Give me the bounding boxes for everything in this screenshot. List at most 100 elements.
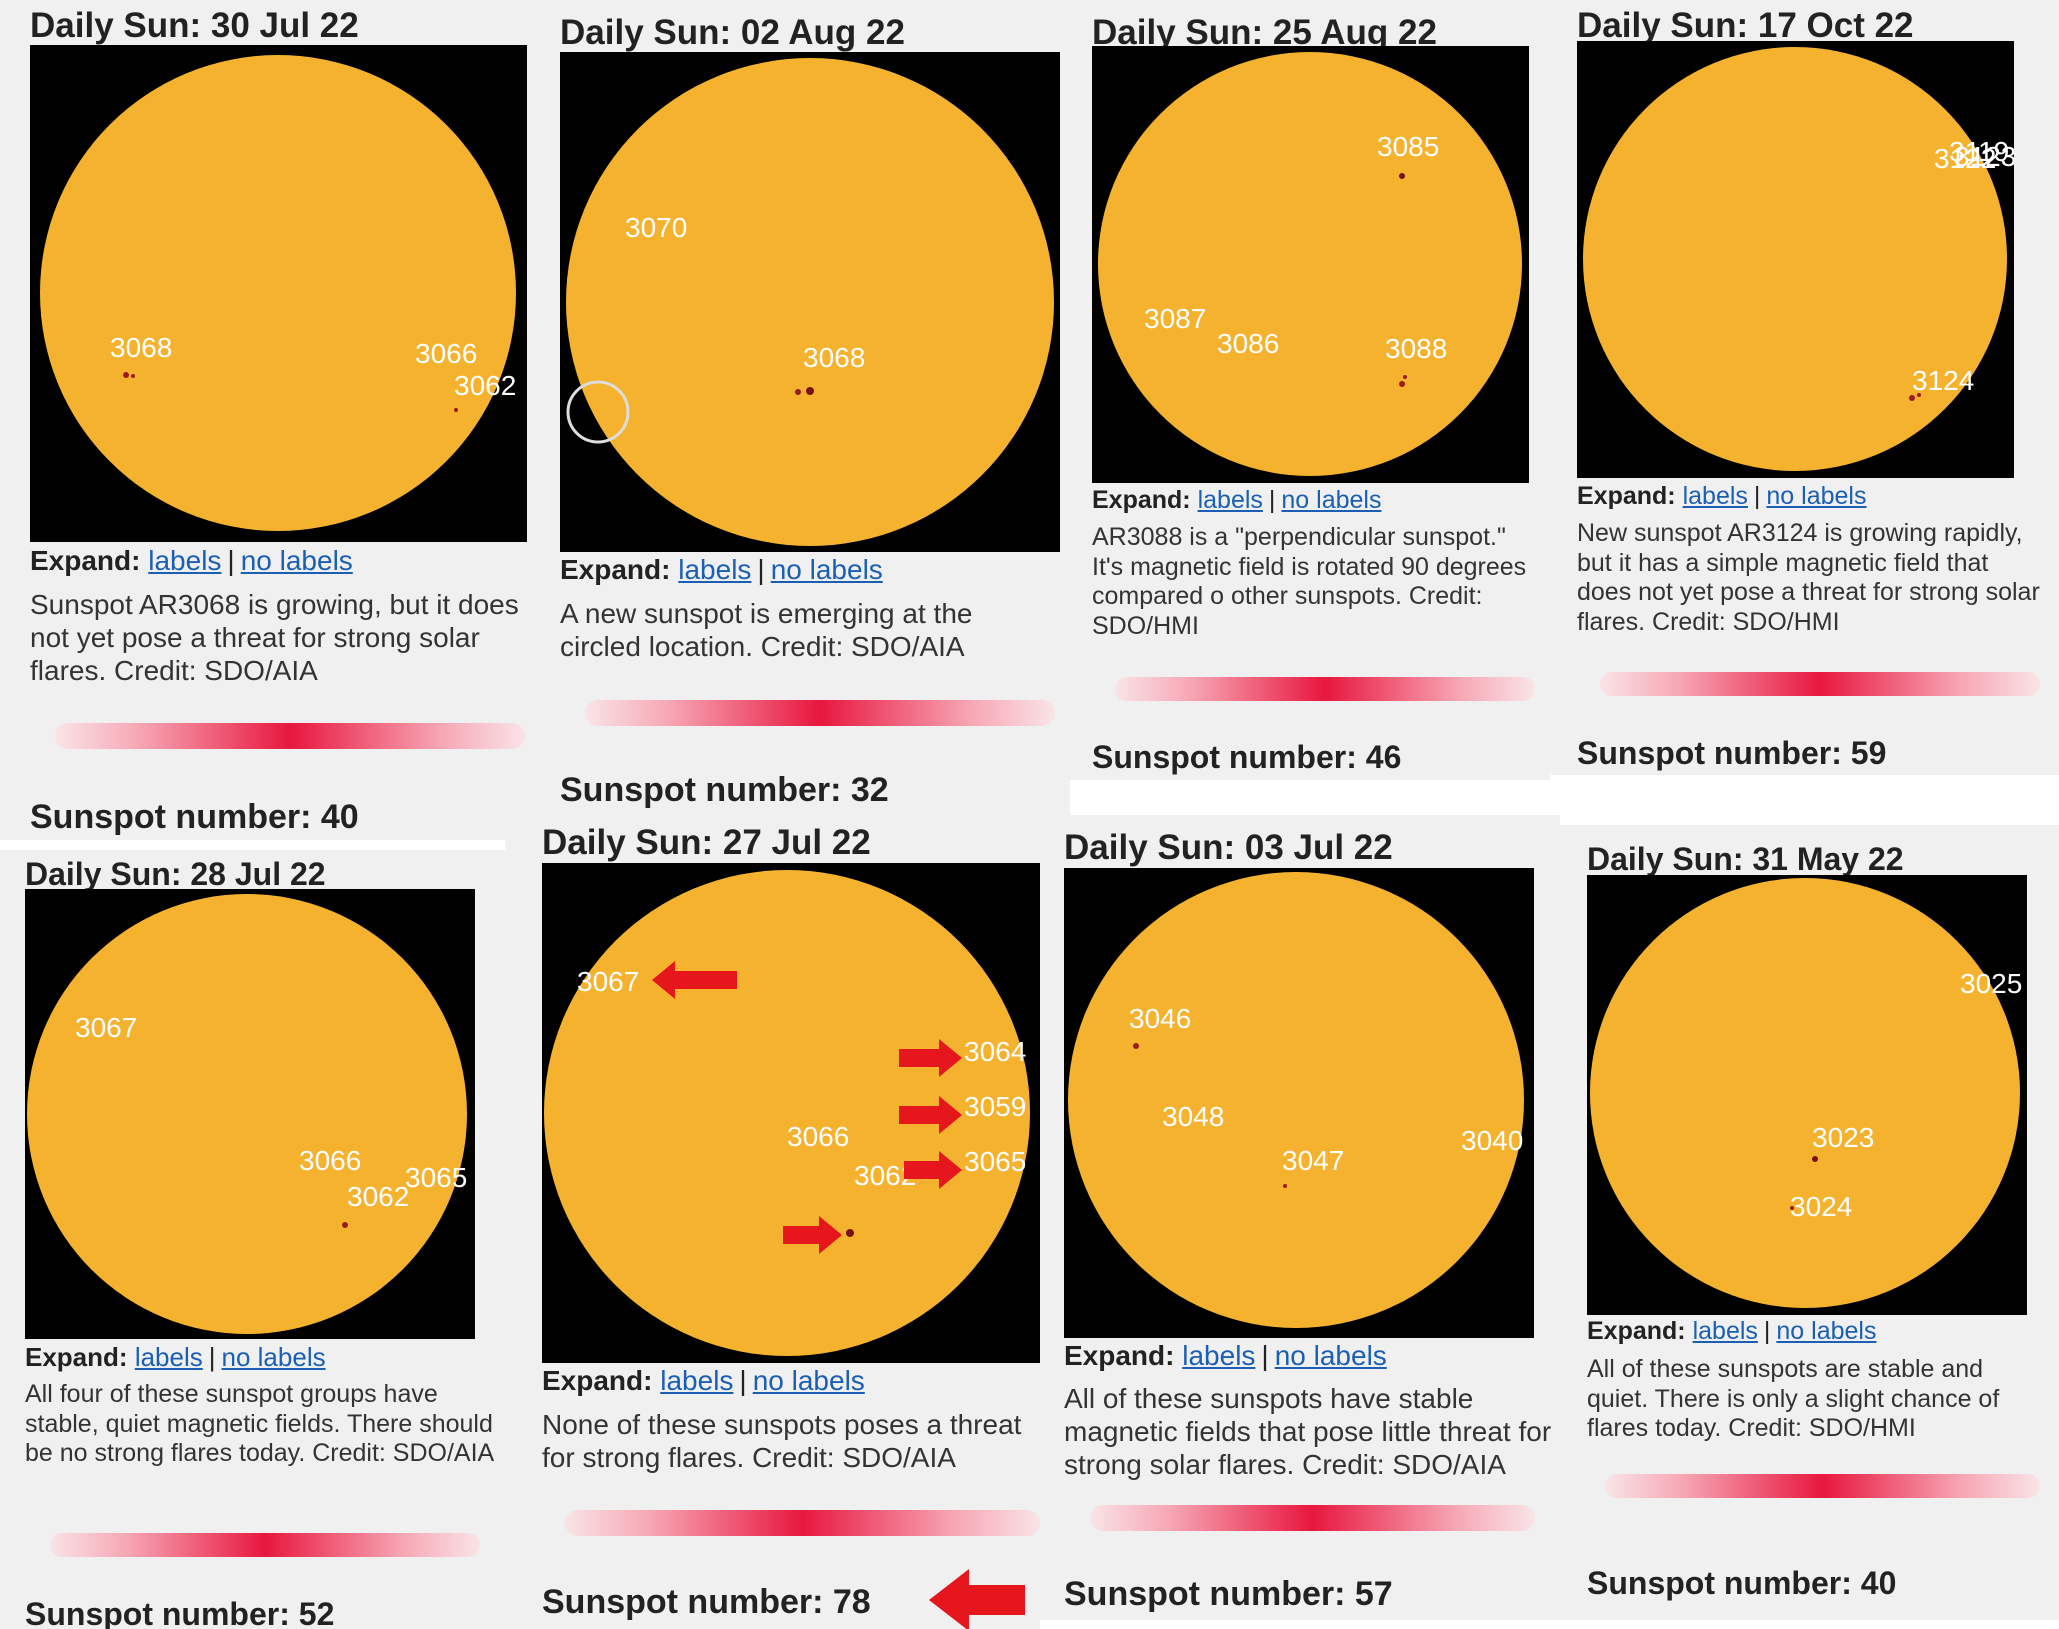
no-labels-link[interactable]: no labels [770, 554, 883, 585]
sun-image[interactable]: 3119 3122 3123 3124 [1577, 41, 2014, 478]
sunspot-label: 3066 [787, 1121, 849, 1152]
sunspot-label: 3088 [1385, 333, 1447, 364]
sunspot-number: Sunspot number: 46 [1092, 739, 1402, 775]
expand-links: Expand: labels | no labels [1092, 488, 1381, 513]
panel-title: Daily Sun: 28 Jul 22 [25, 856, 326, 892]
divider-bar [585, 700, 1055, 726]
sunspot-label: 3062 [347, 1181, 409, 1212]
separator: | [757, 554, 765, 585]
sunspot-label: 3040 [1461, 1125, 1523, 1156]
separator: | [1268, 486, 1276, 514]
panel-title: Daily Sun: 03 Jul 22 [1064, 828, 1393, 867]
panel-title: Daily Sun: 31 May 22 [1587, 841, 1904, 877]
sunspot-label: 3064 [964, 1036, 1026, 1067]
no-labels-link[interactable]: no labels [1281, 486, 1382, 514]
sunspot-label: 3067 [75, 1012, 137, 1043]
expand-label: Expand: [1587, 1317, 1686, 1345]
expand-label: Expand: [542, 1365, 653, 1396]
no-labels-link[interactable]: no labels [752, 1365, 865, 1396]
sunspot-label: 3068 [110, 332, 172, 363]
sunspot-label: 3023 [1812, 1122, 1874, 1153]
labels-link[interactable]: labels [1682, 482, 1748, 510]
no-labels-link[interactable]: no labels [1766, 482, 1867, 510]
caption: None of these sunspots poses a threat fo… [542, 1409, 1022, 1474]
separator: | [1753, 482, 1761, 510]
expand-links: Expand: labels | no labels [1577, 484, 1866, 509]
separator: | [1763, 1317, 1771, 1345]
panel-28-jul-22: Daily Sun: 28 Jul 22 3067 3066 3062 3065… [0, 850, 505, 1629]
sunspot-label: 3070 [625, 212, 687, 243]
sunspot-label: 3048 [1162, 1101, 1224, 1132]
expand-label: Expand: [1577, 482, 1676, 510]
divider-bar [565, 1510, 1040, 1536]
labels-link[interactable]: labels [148, 545, 222, 576]
panel-title: Daily Sun: 17 Oct 22 [1577, 6, 1914, 45]
labels-link[interactable]: labels [678, 554, 752, 585]
sunspot-label: 3065 [405, 1162, 467, 1193]
no-labels-link[interactable]: no labels [1274, 1340, 1387, 1371]
expand-label: Expand: [25, 1342, 128, 1372]
sunspot-label: 3065 [964, 1146, 1026, 1177]
sunspot-number: Sunspot number: 40 [30, 798, 359, 836]
divider-bar [1600, 672, 2040, 696]
panel-17-oct-22: Daily Sun: 17 Oct 22 3119 3122 3123 3124… [1550, 0, 2059, 775]
separator: | [227, 545, 235, 576]
panel-25-aug-22: Daily Sun: 25 Aug 22 3085 3087 3086 3088… [1070, 0, 1550, 780]
red-arrow-icon [904, 1151, 962, 1189]
sun-image[interactable]: 3067 3066 3062 3065 [25, 889, 475, 1339]
sun-image[interactable]: 3085 3087 3086 3088 [1092, 46, 1529, 483]
sunspot-label: 3122 [1934, 143, 1996, 174]
no-labels-link[interactable]: no labels [240, 545, 353, 576]
sunspot-label: 3024 [1790, 1191, 1852, 1222]
labels-link[interactable]: labels [1182, 1340, 1256, 1371]
caption: All four of these sunspot groups have st… [25, 1380, 495, 1467]
caption: All of these sunspots have stable magnet… [1064, 1383, 1552, 1481]
panel-title: Daily Sun: 02 Aug 22 [560, 13, 905, 52]
sun-image[interactable]: 3046 3048 3047 3040 [1064, 868, 1534, 1338]
labels-link[interactable]: labels [1197, 486, 1263, 514]
expand-links: Expand: labels | no labels [1587, 1319, 1876, 1344]
sunspot-label: 3066 [299, 1145, 361, 1176]
panel-03-jul-22: Daily Sun: 03 Jul 22 3046 3048 3047 3040… [1040, 815, 1560, 1620]
expand-links: Expand: labels | no labels [542, 1367, 865, 1395]
divider-bar [50, 1533, 480, 1557]
sun-image[interactable]: 3067 3064 3059 3066 3065 3062 [542, 863, 1040, 1363]
sunspot-label: 3124 [1912, 365, 1974, 396]
labels-link[interactable]: labels [1692, 1317, 1758, 1345]
caption: AR3088 is a "perpendicular sunspot." It'… [1092, 523, 1527, 640]
sun-image[interactable]: 3025 3023 3024 [1587, 875, 2027, 1315]
sunspot-number: Sunspot number: 52 [25, 1596, 335, 1629]
sunspot-label: 3085 [1377, 131, 1439, 162]
sunspot-label: 3067 [577, 966, 639, 997]
sun-image[interactable]: 3070 3068 [560, 52, 1060, 552]
caption: A new sunspot is emerging at the circled… [560, 598, 973, 663]
separator: | [208, 1342, 216, 1372]
sunspot-label: 3068 [803, 342, 865, 373]
expand-label: Expand: [30, 545, 141, 576]
caption: All of these sunspots are stable and qui… [1587, 1355, 2000, 1442]
sunspot-label: 3062 [454, 370, 516, 401]
expand-label: Expand: [1064, 1340, 1175, 1371]
expand-label: Expand: [560, 554, 671, 585]
sun-image[interactable]: 3068 3066 3062 [30, 45, 527, 542]
divider-bar [1115, 677, 1535, 701]
red-arrow-icon [899, 1096, 962, 1134]
no-labels-link[interactable]: no labels [1776, 1317, 1877, 1345]
sunspot-number: Sunspot number: 57 [1064, 1575, 1393, 1613]
red-arrow-icon [929, 1569, 1025, 1629]
no-labels-link[interactable]: no labels [221, 1342, 326, 1372]
panel-30-jul-22: Daily Sun: 30 Jul 22 3068 3066 3062 Expa… [0, 0, 540, 840]
panel-27-jul-22: Daily Sun: 27 Jul 22 3067 3064 3059 3066… [505, 815, 1040, 1629]
sunspot-label: 3047 [1282, 1145, 1344, 1176]
expand-label: Expand: [1092, 486, 1191, 514]
red-arrow-icon [783, 1216, 842, 1254]
divider-bar [1605, 1474, 2040, 1498]
divider-bar [55, 723, 525, 749]
labels-link[interactable]: labels [134, 1342, 203, 1372]
panel-title: Daily Sun: 25 Aug 22 [1092, 13, 1437, 52]
expand-links: Expand: labels | no labels [560, 556, 883, 584]
sunspot-label: 3087 [1144, 303, 1206, 334]
sunspot-number: Sunspot number: 40 [1587, 1565, 1897, 1601]
sunspot-label: 3046 [1129, 1003, 1191, 1034]
labels-link[interactable]: labels [660, 1365, 734, 1396]
